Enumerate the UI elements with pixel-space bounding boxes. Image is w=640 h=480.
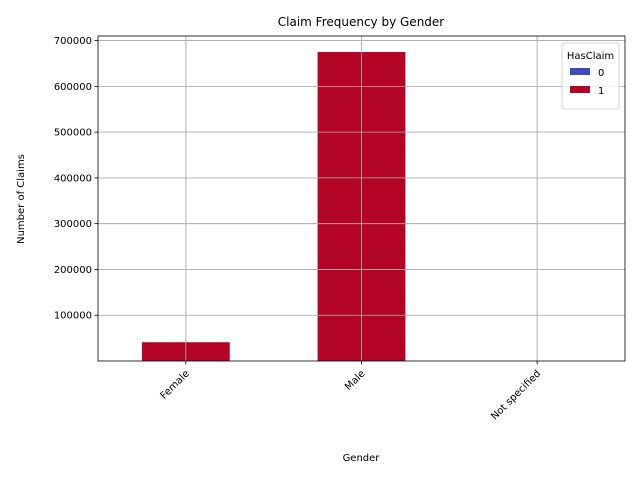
y-tick-label: 100000 xyxy=(54,311,92,322)
y-tick-label: 500000 xyxy=(54,128,92,139)
y-axis-label: Number of Claims xyxy=(16,154,27,244)
legend-swatch xyxy=(570,86,590,93)
x-tick-label: Female xyxy=(159,368,192,401)
legend-title: HasClaim xyxy=(567,51,614,62)
legend: HasClaim 0 1 xyxy=(561,42,620,110)
y-tick-label: 300000 xyxy=(54,219,92,230)
y-tick-label: 200000 xyxy=(54,265,92,276)
y-tick-label: 600000 xyxy=(54,82,92,93)
chart-title: Claim Frequency by Gender xyxy=(278,15,445,29)
legend-label: 0 xyxy=(598,68,604,79)
x-tick-label: Not specified xyxy=(489,368,543,422)
y-tick-label: 400000 xyxy=(54,173,92,184)
y-axis: 100000 200000 300000 400000 500000 600000 7000… xyxy=(54,36,98,322)
legend-swatch xyxy=(570,68,590,75)
x-axis-label: Gender xyxy=(343,453,381,464)
x-tick-label: Male xyxy=(343,368,368,393)
x-axis: Female Male Not specified xyxy=(159,361,543,422)
legend-label: 1 xyxy=(598,86,604,97)
y-tick-label: 700000 xyxy=(54,36,92,47)
bars xyxy=(98,36,625,362)
